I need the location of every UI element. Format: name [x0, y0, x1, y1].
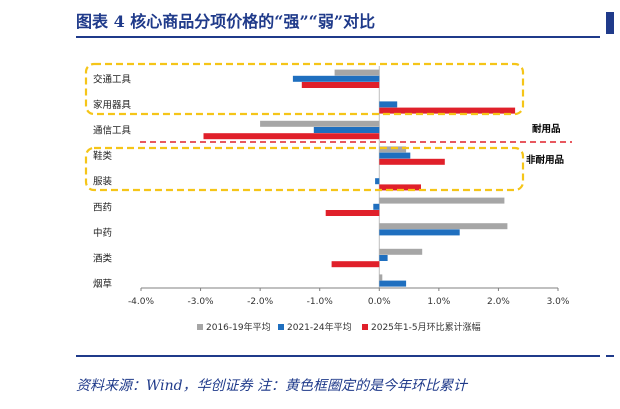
x-tick-label: 3.0% — [547, 297, 570, 307]
legend: 2016-19年平均 2021-24年平均 2025年1-5月环比累计涨幅 — [197, 321, 481, 333]
bar-交通工具-series-3 — [301, 82, 380, 88]
bars — [203, 69, 516, 287]
bar-鞋类-series-3 — [379, 158, 445, 165]
highlight-box-durable — [84, 62, 525, 116]
bar-中药-series-2 — [379, 229, 460, 236]
annotation-durable: 耐用品 — [532, 123, 561, 135]
bar-通信工具-series-1 — [260, 120, 380, 127]
bar-通信工具-series-2 — [313, 127, 380, 133]
title-rule — [76, 36, 600, 38]
bar-酒类-series-2 — [379, 255, 388, 261]
figure-title: 图表 4 核心商品分项价格的“强”“弱”对比 — [76, 12, 376, 31]
legend-swatch — [362, 324, 368, 330]
x-tick-label: -3.0% — [188, 297, 215, 307]
bar-鞋类-series-2 — [379, 152, 411, 159]
bar-西药-series-2 — [373, 203, 380, 210]
bar-中药-series-1 — [379, 223, 508, 230]
bar-鞋类-series-1 — [379, 146, 407, 153]
bar-烟草-series-2 — [379, 280, 407, 287]
x-tick-label: -2.0% — [247, 297, 274, 307]
x-tick-label: 0.0% — [368, 297, 391, 307]
x-tick-label: -4.0% — [128, 297, 155, 307]
category-label: 交通工具 — [93, 73, 132, 85]
category-label: 中药 — [93, 227, 112, 239]
legend-swatch — [197, 324, 203, 330]
adjacent-figure-edge-bottom — [606, 355, 614, 357]
category-label: 烟草 — [93, 278, 112, 290]
bar-交通工具-series-2 — [292, 75, 380, 82]
bar-家用器具-series-3 — [379, 107, 516, 114]
legend-label: 2025年1-5月环比累计涨幅 — [371, 321, 481, 333]
bar-服装-series-3 — [379, 184, 421, 191]
legend-label: 2021-24年平均 — [287, 321, 352, 333]
category-label: 服装 — [93, 176, 113, 188]
category-label: 鞋类 — [93, 150, 113, 162]
bar-烟草-series-1 — [379, 274, 383, 281]
bar-酒类-series-3 — [331, 261, 380, 268]
bar-西药-series-1 — [379, 197, 505, 204]
legend-label: 2016-19年平均 — [206, 321, 271, 333]
bar-交通工具-series-1 — [334, 69, 380, 76]
bar-服装-series-2 — [375, 178, 380, 185]
footer-rule — [76, 355, 600, 357]
bar-酒类-series-1 — [379, 248, 423, 255]
bar-通信工具-series-3 — [203, 133, 380, 140]
x-tick-label: -1.0% — [307, 297, 334, 307]
adjacent-figure-edge — [606, 12, 614, 34]
category-label: 通信工具 — [93, 125, 132, 137]
x-tick-label: 2.0% — [487, 297, 510, 307]
axis: -4.0% -3.0% -2.0% -1.0% 0.0% 1.0% 2.0% 3.0% — [128, 287, 570, 307]
bar-西药-series-3 — [325, 210, 380, 216]
bar-家用器具-series-2 — [379, 101, 398, 108]
category-label: 酒类 — [93, 253, 113, 265]
source-note: 资料来源：Wind，华创证券 注：黄色框圈定的是今年环比累计 — [76, 378, 468, 394]
highlight-box-nondurable — [84, 146, 525, 192]
highlight-boxes — [84, 62, 525, 192]
legend-swatch — [278, 324, 284, 330]
x-tick-label: 1.0% — [427, 297, 450, 307]
category-label: 西药 — [93, 202, 112, 213]
category-label: 家用器具 — [93, 99, 132, 111]
annotation-nondurable: 非耐用品 — [526, 154, 564, 166]
